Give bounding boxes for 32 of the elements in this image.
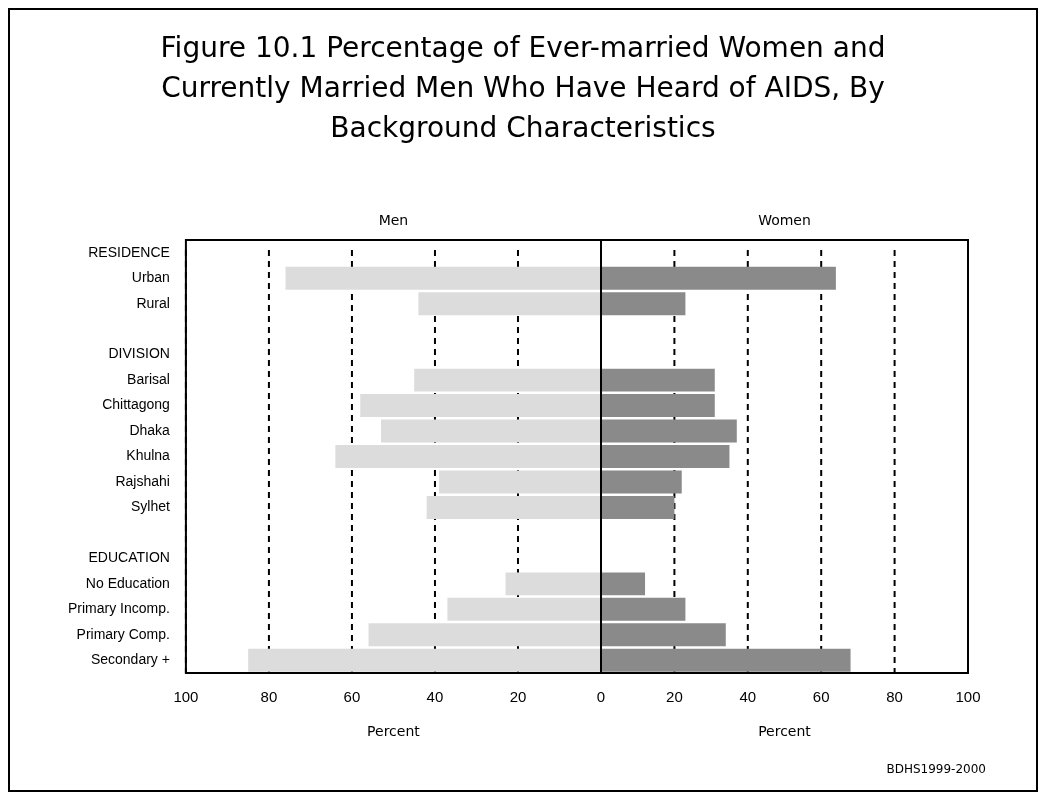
x-tick-label: 100 bbox=[173, 688, 199, 706]
text: Women bbox=[758, 211, 811, 228]
y-tick-label: EDUCATION bbox=[88, 549, 170, 566]
x-axis-title: Percent bbox=[367, 722, 421, 739]
x-tick-label: 60 bbox=[812, 688, 830, 706]
text: Men bbox=[378, 211, 409, 228]
x-tick-label: 40 bbox=[426, 688, 444, 706]
x-tick-label: 20 bbox=[666, 688, 683, 706]
x-tick-label: 80 bbox=[260, 688, 278, 706]
y-tick-label: Rajshahi bbox=[115, 472, 170, 489]
y-tick-label: Sylhet bbox=[130, 498, 171, 515]
y-tick-label: Urban bbox=[131, 269, 170, 286]
chart-title: Figure 10.1 Percentage of Ever-married Women and Currently Married Men Who Have Heard of AIDS, By Background Characteristics bbox=[159, 30, 887, 146]
x-tick-label: 40 bbox=[739, 688, 757, 706]
x-tick-label: 100 bbox=[955, 688, 981, 706]
y-tick-label: Barisal bbox=[127, 370, 170, 387]
y-tick-label: DIVISION bbox=[108, 345, 170, 362]
x-tick-label: 20 bbox=[509, 688, 527, 706]
x-axis-title: Percent bbox=[758, 722, 812, 739]
y-tick-label: Khulna bbox=[126, 447, 171, 464]
x-tick-label: 80 bbox=[886, 688, 903, 706]
y-tick-label: Primary Incomp. bbox=[67, 600, 170, 617]
text: BDHS1999-2000 bbox=[886, 762, 986, 776]
y-tick-label: Primary Comp. bbox=[76, 625, 170, 642]
y-tick-label: RESIDENCE bbox=[88, 243, 170, 260]
y-tick-label: Rural bbox=[136, 294, 170, 311]
y-tick-label: No Education bbox=[85, 574, 170, 591]
x-tick-label: 0 bbox=[596, 688, 606, 706]
y-tick-label: Chittagong bbox=[102, 396, 170, 413]
y-tick-label: Dhaka bbox=[129, 421, 171, 438]
x-tick-label: 60 bbox=[343, 688, 361, 706]
y-tick-label: Secondary + bbox=[90, 651, 170, 668]
